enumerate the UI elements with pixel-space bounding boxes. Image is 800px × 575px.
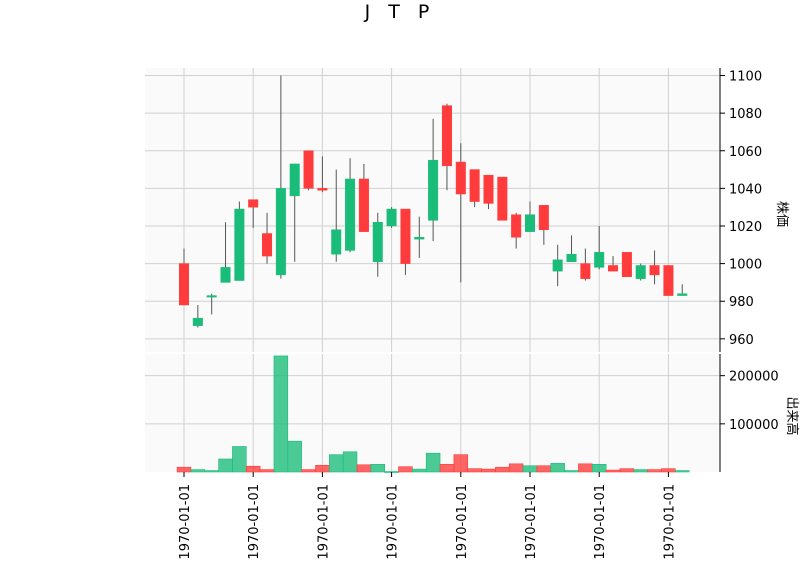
candle-body (497, 176, 508, 221)
candle-body (262, 233, 273, 257)
volume-bar (508, 463, 524, 473)
volume-bar (176, 466, 192, 473)
x-tick-label: 1970-01-01 (178, 484, 193, 560)
candle-body (358, 178, 369, 232)
candle-body (566, 253, 577, 262)
candle-body (192, 317, 203, 326)
volume-bars (176, 355, 690, 473)
volume-bar (605, 469, 621, 473)
volume-axis-label: 出来高 (784, 396, 800, 435)
volume-bar (356, 464, 372, 473)
volume-bar (564, 470, 579, 473)
candle-body (331, 229, 342, 255)
chart-title: J T P (364, 1, 436, 23)
price-tick-label: 1020 (729, 220, 762, 235)
price-tick-label: 960 (729, 333, 754, 348)
candle-body (317, 188, 328, 191)
candle-body (483, 174, 494, 204)
volume-bar (619, 468, 635, 473)
candle-body (635, 265, 646, 279)
volume-bar (425, 452, 441, 473)
volume-bar (578, 463, 593, 473)
price-axis-label: 株価 (774, 201, 789, 227)
candle-body (621, 252, 632, 278)
x-tick-label: 1970-01-01 (455, 484, 470, 560)
volume-bar (218, 458, 233, 473)
candle-body (220, 267, 231, 283)
volume-bar (591, 463, 607, 473)
candle-body (428, 159, 439, 221)
candle-body (538, 205, 549, 230)
volume-tick-label: 100000 (729, 418, 779, 433)
axes: 960 980 1000 1020 1040 1060 1080 1100 100000 2000… (178, 68, 779, 560)
volume-bar (301, 469, 316, 473)
volume-bar (232, 446, 247, 473)
candle-body (303, 150, 314, 189)
candle-body (441, 105, 452, 167)
candle-body (552, 259, 563, 272)
candle-body (414, 237, 425, 240)
candle-body (469, 169, 480, 202)
volume-bar (633, 469, 648, 473)
candles (179, 75, 688, 328)
candle-body (275, 188, 286, 276)
price-tick-label: 1060 (729, 145, 762, 160)
candle-body (580, 263, 591, 279)
candle-body (234, 208, 245, 281)
volume-bar (453, 454, 469, 473)
price-tick-label: 1040 (729, 182, 762, 197)
candle-body (386, 208, 397, 227)
candle-body (400, 208, 411, 264)
x-tick-label: 1970-01-01 (316, 484, 331, 560)
x-tick-label: 1970-01-01 (593, 484, 608, 560)
candle-body (677, 293, 688, 296)
candle-body (525, 214, 535, 232)
volume-bar (467, 468, 482, 473)
volume-bar (259, 469, 275, 473)
x-tick-label: 1970-01-01 (524, 484, 539, 560)
price-tick-label: 1080 (729, 107, 762, 122)
x-tick-label: 1970-01-01 (386, 484, 401, 560)
candle-body (372, 221, 383, 262)
volume-bar (522, 465, 538, 473)
volume-bar (412, 468, 427, 473)
volume-bar (439, 463, 455, 473)
volume-bar (661, 468, 676, 473)
volume-bar (675, 470, 690, 473)
x-tick-label: 1970-01-01 (662, 484, 677, 560)
candle-body (206, 295, 217, 298)
volume-bar (481, 468, 496, 473)
candle-body (248, 199, 259, 208)
volume-bar (204, 470, 219, 473)
price-tick-label: 1000 (729, 258, 762, 273)
candle-body (649, 265, 660, 276)
volume-bar (647, 469, 662, 473)
volume-bar (287, 440, 302, 473)
volume-bar (329, 454, 344, 473)
volume-bar (245, 465, 261, 473)
volume-bar (495, 466, 510, 473)
price-tick-label: 1100 (729, 70, 762, 85)
volume-bar (273, 355, 289, 473)
volume-bar (190, 469, 206, 473)
volume-bar (550, 463, 565, 473)
candle-body (345, 178, 356, 251)
candle-body (289, 163, 300, 197)
volume-bar (398, 466, 413, 473)
candle-body (594, 252, 605, 268)
x-tick-label: 1970-01-01 (247, 484, 262, 560)
volume-bar (370, 463, 385, 473)
candle-body (511, 214, 522, 238)
candle-body (455, 161, 466, 195)
candle-body (663, 265, 674, 296)
candle-body (179, 263, 189, 306)
volume-bar (315, 464, 330, 473)
price-tick-label: 980 (729, 295, 754, 310)
volume-bar (342, 451, 358, 473)
volume-tick-label: 200000 (729, 370, 779, 385)
volume-bar (536, 465, 552, 473)
candle-body (608, 265, 619, 272)
